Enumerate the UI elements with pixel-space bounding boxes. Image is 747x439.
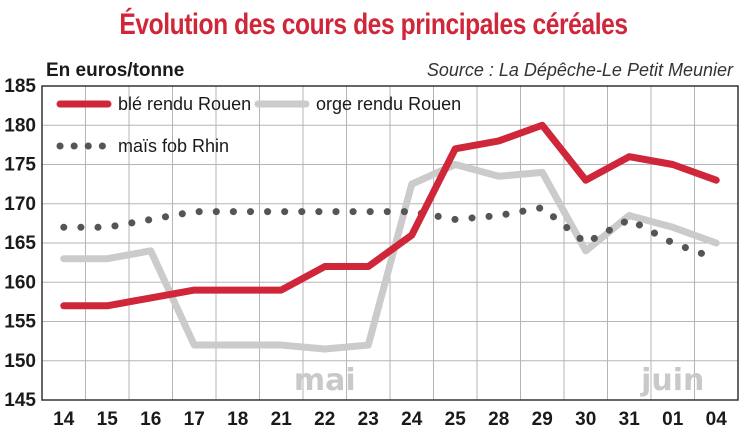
y-tick-label: 180 [4,115,36,136]
x-tick-label: 28 [488,409,509,430]
y-tick-label: 150 [4,351,36,372]
y-tick-label: 170 [4,194,36,215]
source-label: Source : La Dépêche-Le Petit Meunier [426,60,733,80]
series-line-ble [60,121,720,310]
legend: blé rendu Rouen orge rendu Rouen maïs fob … [56,94,461,156]
x-tick-label: 15 [97,409,119,430]
x-tick-label: 01 [662,409,684,430]
x-tick-label: 25 [445,409,467,430]
x-tick-label: 18 [227,409,248,430]
month-labels: mai juin [294,363,705,398]
x-tick-label: 23 [358,409,379,430]
x-tick-label: 17 [184,409,205,430]
series-lines [60,121,720,353]
x-tick-label: 22 [314,409,335,430]
x-tick-label: 29 [532,409,553,430]
y-tick-label: 185 [4,76,36,97]
y-tick-label: 165 [4,233,36,254]
month-label: juin [640,363,704,398]
grid-lines [42,85,738,401]
x-tick-label: 21 [271,409,293,430]
x-tick-label: 30 [575,409,596,430]
x-tick-label: 14 [53,409,75,430]
legend-label-mais: maïs fob Rhin [118,136,229,156]
unit-label: En euros/tonne [46,60,185,81]
y-axis-labels: 145 150 155 160 165 170 175 180 185 [4,76,36,411]
legend-label-ble: blé rendu Rouen [118,94,251,114]
plot-frame [41,85,739,401]
x-tick-label: 31 [619,409,641,430]
y-tick-label: 145 [4,390,36,411]
x-tick-label: 04 [706,409,728,430]
legend-label-orge: orge rendu Rouen [316,94,461,114]
y-tick-label: 160 [4,272,36,293]
x-tick-label: 24 [401,409,423,430]
chart-title: Évolution des cours des principales céré… [119,8,628,41]
x-tick-label: 16 [140,409,161,430]
y-tick-label: 155 [4,312,36,333]
series-line-mais [60,204,720,263]
y-tick-label: 175 [4,155,36,176]
month-label: mai [294,363,356,398]
x-axis-labels: 14 15 16 17 18 21 22 23 24 25 28 29 30 31 01 04 [53,409,727,430]
